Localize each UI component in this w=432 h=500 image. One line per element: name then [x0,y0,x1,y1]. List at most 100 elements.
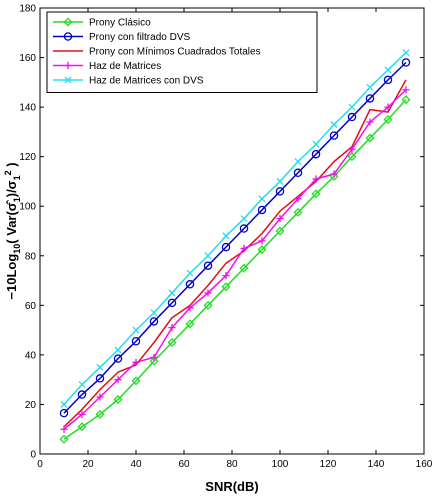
y-tick-label: 160 [19,53,36,64]
y-tick-label: 120 [19,152,36,163]
legend-marker [63,17,73,27]
data-point [402,49,410,57]
data-point [311,189,321,199]
data-point [348,103,356,111]
x-tick-label: 20 [82,459,94,470]
legend-label: Haz de Matrices con DVS [89,76,204,87]
data-point [348,145,356,153]
data-point [312,175,320,183]
data-point [312,140,320,148]
data-point [167,298,177,308]
legend-marker [64,76,72,84]
x-tick-label: 120 [320,459,337,470]
legend-box [46,11,318,93]
data-point [95,374,105,383]
data-point [150,309,158,317]
legend-label: Prony con filtrado DVS [89,32,190,43]
data-point [365,94,375,103]
data-point [239,263,249,273]
y-tick-label: 180 [19,4,36,15]
data-point [185,280,195,289]
data-point [168,289,176,297]
data-point [222,272,230,280]
series-line-4 [63,89,407,430]
data-point [77,422,87,432]
data-point [347,152,357,162]
data-point [167,337,177,348]
y-tick-label: 60 [25,301,37,312]
data-point [401,95,411,105]
svg-text:−10Log10( Var(σ̂1)/σ12 ): −10Log10( Var(σ̂1)/σ12 ) [3,162,22,299]
legend-label: Haz de Matrices [89,61,161,72]
data-point [149,317,159,326]
data-point [96,393,104,401]
data-point [132,358,140,366]
data-point [384,66,392,74]
x-tick-label: 40 [130,459,142,470]
data-point [59,434,69,444]
data-point [221,242,231,252]
axis-ticks: 0 20 40 60 80 100 120 140 160 0 20 40 60 80 100 120 140 1… [19,4,432,471]
data-point [186,304,194,312]
y-tick-label: 0 [30,450,36,461]
data-point [330,170,338,178]
data-point [275,187,285,196]
series-markers [59,49,411,444]
data-point [204,289,212,297]
data-point [131,376,141,386]
data-point [95,409,105,419]
data-point [78,410,86,418]
data-point [258,237,266,245]
data-point [258,195,266,203]
x-tick-label: 60 [178,459,190,470]
x-tick-label: 0 [37,459,43,470]
data-point [365,133,375,143]
data-point [329,171,339,182]
data-point [383,75,393,85]
data-point [78,381,86,389]
data-point [204,252,212,260]
data-point [276,177,284,185]
x-tick-label: 140 [368,459,385,470]
legend-marker [64,61,72,70]
data-point [329,131,339,140]
data-point [294,195,302,203]
data-point [257,245,267,255]
data-point [276,215,284,223]
data-point [240,244,248,252]
data-point [257,205,267,215]
y-tick-label: 40 [25,350,37,361]
data-point [402,86,410,94]
data-point [240,215,248,223]
data-point [366,118,374,126]
data-point [222,232,230,240]
data-point [330,120,338,128]
data-point [113,394,123,405]
legend: Prony Clásico Prony con filtrado DVS Prony… [46,11,318,93]
data-point [60,425,68,433]
data-point [149,356,159,366]
data-point [239,224,249,233]
y-tick-label: 80 [25,251,37,262]
y-axis-label: −10Log10( Var(σ̂1)/σ12 ) [3,162,22,299]
data-point [221,282,231,292]
data-point [59,408,69,418]
legend-marker [63,32,73,41]
data-point [294,158,302,166]
data-point [96,363,104,371]
data-point [275,226,285,236]
data-point [60,400,68,408]
legend-label: Prony con Mínimos Cuadrados Totales [89,47,261,58]
data-point [132,326,140,334]
x-tick-label: 80 [226,459,238,470]
data-point [186,269,194,277]
y-tick-label: 140 [19,103,36,114]
legend-label: Prony Clásico [89,18,151,29]
data-point [384,103,392,111]
data-point [311,149,321,159]
data-point [113,354,123,363]
data-point [401,58,411,67]
data-point [203,300,213,310]
data-point [203,261,213,270]
